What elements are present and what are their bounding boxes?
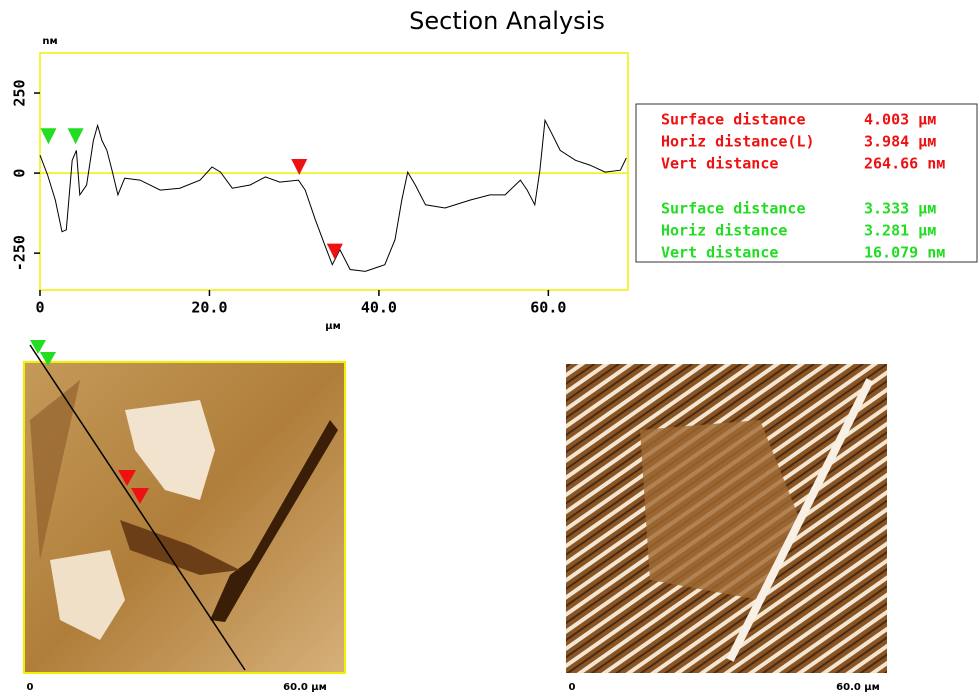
measurement-label: Horiz distance(L) bbox=[661, 133, 815, 151]
profile-line bbox=[39, 118, 627, 272]
title: Section Analysis bbox=[409, 7, 605, 35]
dark-trench bbox=[210, 420, 338, 622]
dark-patch bbox=[120, 520, 240, 575]
measurement-value: 4.003 µм bbox=[864, 111, 936, 129]
image-scale-start: 0 bbox=[569, 682, 576, 693]
measurement-label: Horiz distance bbox=[661, 222, 787, 240]
image-cursor bbox=[118, 470, 149, 504]
x-unit: µм bbox=[325, 321, 341, 332]
cursor-marker bbox=[40, 128, 57, 145]
measurement-value: 3.984 µм bbox=[864, 133, 936, 151]
image-scale-end: 60.0 µм bbox=[283, 682, 327, 693]
measurement-label: Vert distance bbox=[661, 155, 778, 173]
measurement-value: 3.333 µм bbox=[864, 200, 936, 218]
image-scale-end: 60.0 µм bbox=[836, 682, 880, 693]
cursor-marker bbox=[326, 243, 343, 260]
y-tick-label: 250 bbox=[11, 79, 29, 106]
left-image bbox=[23, 340, 346, 674]
x-tick-label: 0 bbox=[35, 299, 44, 317]
measurement-label: Surface distance bbox=[661, 200, 806, 218]
y-tick-label: -250 bbox=[11, 235, 29, 271]
texture-patch bbox=[640, 420, 800, 600]
shade bbox=[30, 380, 80, 560]
plot-frame bbox=[39, 52, 629, 291]
x-tick-label: 60.0 bbox=[530, 299, 566, 317]
right-image bbox=[566, 364, 887, 673]
measurement-value: 16.079 nм bbox=[864, 244, 945, 262]
cursor-marker bbox=[291, 159, 308, 176]
bright-ridge bbox=[726, 378, 874, 662]
y-tick-label: 0 bbox=[11, 169, 29, 178]
measurement-label: Surface distance bbox=[661, 111, 806, 129]
measurement-label: Vert distance bbox=[661, 244, 778, 262]
bright-patch bbox=[50, 550, 125, 640]
x-tick-label: 20.0 bbox=[191, 299, 227, 317]
image-scale-start: 0 bbox=[27, 682, 34, 693]
bright-patch bbox=[125, 400, 215, 500]
y-unit: nм bbox=[42, 36, 57, 47]
measurement-value: 3.281 µм bbox=[864, 222, 936, 240]
section-line bbox=[29, 344, 246, 671]
measurement-box bbox=[635, 103, 978, 263]
x-tick-label: 40.0 bbox=[361, 299, 397, 317]
measurement-value: 264.66 nм bbox=[864, 155, 945, 173]
cursor-marker bbox=[67, 128, 84, 145]
image-cursor bbox=[30, 340, 56, 366]
